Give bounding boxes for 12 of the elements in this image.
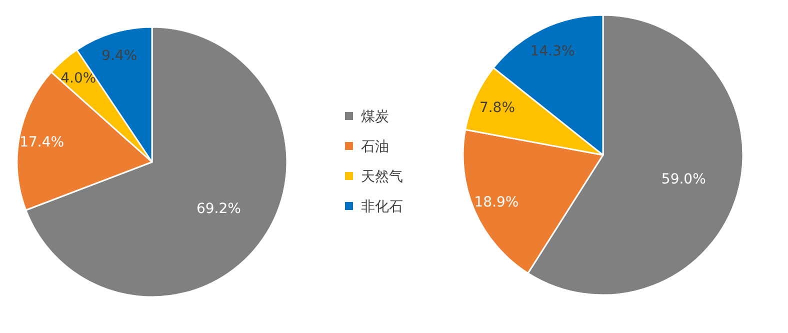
- data-label: 7.8%: [479, 100, 516, 116]
- data-label: 4.0%: [60, 70, 96, 86]
- data-label: 14.3%: [530, 43, 575, 60]
- legend-label: 非化石: [361, 199, 403, 215]
- data-label: 18.9%: [474, 194, 519, 210]
- legend-label: 煤炭: [361, 109, 389, 125]
- data-label: 17.4%: [20, 134, 64, 151]
- data-label: 69.2%: [196, 200, 241, 217]
- legend-label: 天然气: [361, 169, 403, 185]
- data-label: 59.0%: [661, 171, 706, 188]
- data-label: 9.4%: [102, 48, 138, 64]
- legend-label: 石油: [361, 139, 389, 155]
